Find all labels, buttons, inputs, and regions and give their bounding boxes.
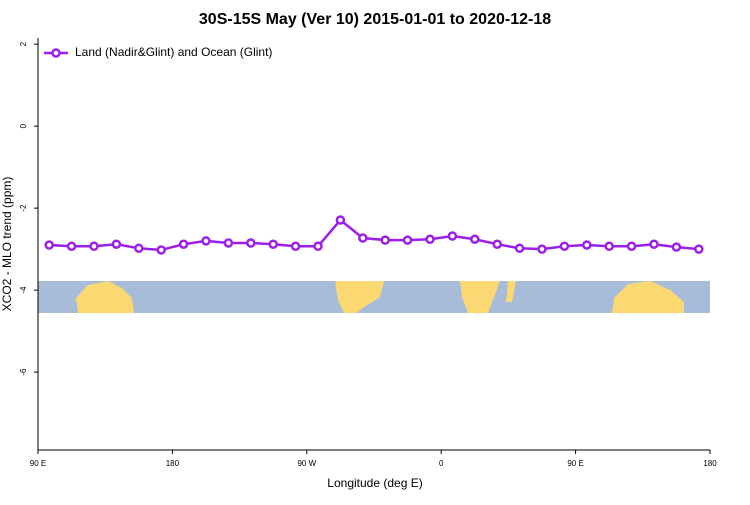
y-tick-label: -2	[19, 204, 28, 212]
data-point	[425, 234, 435, 245]
x-tick-label: 90 E	[567, 459, 583, 468]
data-point	[268, 239, 278, 249]
data-point	[470, 234, 480, 245]
data-point	[671, 242, 682, 252]
data-point	[246, 238, 256, 248]
data-point	[178, 239, 189, 249]
data-point	[89, 241, 99, 252]
x-tick-label: 90 E	[30, 459, 46, 468]
data-point	[201, 236, 211, 246]
data-point	[335, 215, 346, 225]
y-axis-label: XCO2 - MLO trend (ppm)	[0, 177, 14, 312]
data-point	[290, 241, 301, 252]
data-point	[626, 241, 637, 252]
data-point	[44, 240, 54, 250]
data-point	[604, 241, 614, 252]
y-tick-label: 0	[19, 123, 28, 128]
data-point	[358, 233, 368, 243]
data-point	[313, 241, 323, 252]
data-point	[559, 241, 570, 252]
data-point	[649, 239, 659, 249]
data-point	[223, 238, 234, 248]
x-tick-label: 180	[166, 459, 180, 468]
y-tick-label: 2	[19, 41, 28, 46]
legend-label: Land (Nadir&Glint) and Ocean (Glint)	[75, 45, 272, 59]
legend-marker	[51, 48, 61, 58]
data-point	[447, 231, 458, 241]
data-point	[694, 244, 704, 254]
map-strip	[38, 281, 710, 313]
data-point	[492, 239, 502, 249]
data-point	[380, 235, 390, 245]
y-tick-label: -4	[19, 286, 28, 294]
data-point	[402, 235, 413, 245]
data-point	[111, 239, 122, 249]
chart-title: 30S-15S May (Ver 10) 2015-01-01 to 2020-…	[199, 11, 551, 28]
data-line	[49, 218, 699, 252]
x-axis-label: Longitude (deg E)	[327, 476, 422, 490]
data-point	[537, 244, 547, 254]
x-tick-label: 90 W	[297, 459, 316, 468]
data-point	[156, 245, 166, 255]
x-tick-label: 180	[703, 459, 717, 468]
data-point	[514, 243, 525, 254]
data-point	[582, 240, 592, 250]
data-point	[134, 243, 144, 254]
y-tick-label: -6	[19, 368, 28, 376]
data-point	[66, 241, 77, 252]
x-tick-label: 0	[439, 459, 444, 468]
